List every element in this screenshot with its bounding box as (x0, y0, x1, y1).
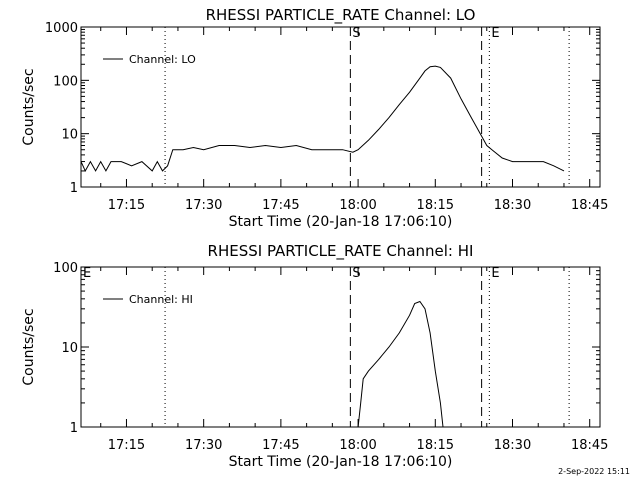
panel-1-ytick-label: 10 (61, 341, 78, 356)
panel-0-xlabel: Start Time (20-Jan-18 17:06:10) (229, 214, 453, 230)
panel-0-xtick-label: 18:30 (494, 198, 531, 213)
panel-0-xtick-label: 18:45 (571, 198, 608, 213)
footer-date-stamp: 2-Sep-2022 15:11 (558, 467, 630, 476)
panel-1-ytick-label: 100 (53, 261, 78, 276)
panel-1-marker-label: S (352, 266, 360, 281)
panel-1-title: RHESSI PARTICLE_RATE Channel: HI (208, 242, 474, 261)
panel-0-legend-label: Channel: LO (129, 53, 196, 66)
panel-1-xtick-label: 18:00 (339, 438, 376, 453)
panel-1-marker-label: E (83, 266, 91, 281)
panel-0-plot-frame (80, 26, 601, 188)
panel-1-xtick-label: 17:30 (185, 438, 222, 453)
panel-1-ytick-label: 1 (70, 421, 78, 436)
panel-1-series-line (357, 300, 444, 427)
panel-0-xtick-label: 17:15 (108, 198, 145, 213)
panel-1-xtick-label: 18:30 (494, 438, 531, 453)
panel-0-ylabel: Counts/sec (21, 68, 37, 145)
panel-1-xtick-label: 18:15 (417, 438, 454, 453)
panel-0-marker-label: S (352, 26, 360, 41)
panel-1-marker-label: E (491, 266, 499, 281)
panel-0-xtick-label: 17:30 (185, 198, 222, 213)
panel-1-xtick-label: 18:45 (571, 438, 608, 453)
panel-0-marker-label: E (491, 26, 499, 41)
panel-1-xtick-label: 17:45 (262, 438, 299, 453)
panel-0-xtick-label: 17:45 (262, 198, 299, 213)
panel-0-xtick-label: 18:00 (339, 198, 376, 213)
panel-1-plot-frame (80, 266, 601, 428)
panel-1-xlabel: Start Time (20-Jan-18 17:06:10) (229, 454, 453, 470)
panel-0-ytick-label: 100 (53, 74, 78, 89)
panel-0-title: RHESSI PARTICLE_RATE Channel: LO (206, 6, 476, 25)
panel-0-ytick-label: 1000 (45, 21, 78, 36)
panel-0-ytick-label: 1 (70, 181, 78, 196)
panel-0-ytick-label: 10 (61, 128, 78, 143)
panel-0-series-line (81, 65, 565, 173)
panel-1-legend-label: Channel: HI (129, 293, 193, 306)
panel-0-xtick-label: 18:15 (417, 198, 454, 213)
panel-1-xtick-label: 17:15 (108, 438, 145, 453)
panel-1-ylabel: Counts/sec (21, 308, 37, 385)
